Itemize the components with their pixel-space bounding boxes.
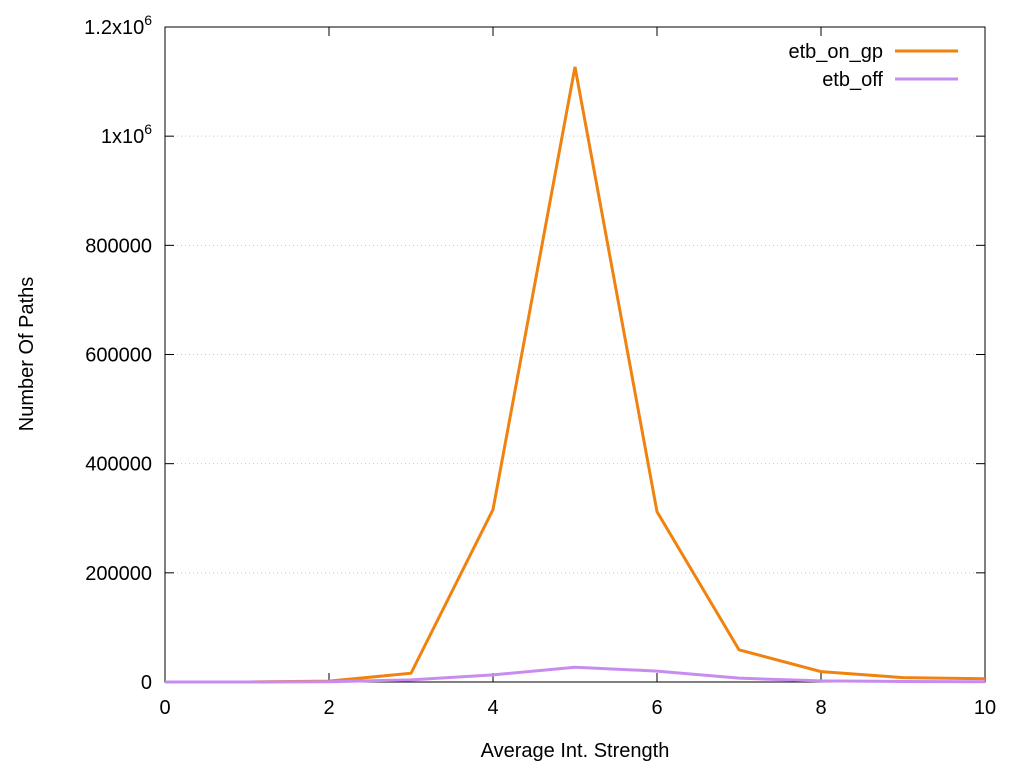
y-tick-label-0: 0 [141, 672, 152, 694]
axis-ticks: 0 200000 400000 600000 800000 1x106 1.2x106 0 2 4… [84, 12, 996, 719]
x-tick-label-3: 6 [651, 697, 662, 719]
legend: etb_on_gp etb_off [788, 41, 958, 91]
x-tick-label-2: 4 [487, 697, 498, 719]
series-line-etb_off [165, 665, 986, 684]
x-tick-label-1: 2 [323, 697, 334, 719]
x-axis-label: Average Int. Strength [481, 740, 670, 762]
y-tick-label-5: 1x106 [101, 121, 152, 148]
y-tick-label-4: 800000 [85, 235, 152, 257]
series-line-etb_on_gp [165, 66, 986, 684]
y-tick-label-3: 600000 [85, 345, 152, 367]
legend-label-etb_on_gp: etb_on_gp [788, 41, 883, 63]
grid-lines [165, 135, 985, 574]
series-lines [165, 66, 986, 684]
y-tick-label-6: 1.2x106 [84, 12, 152, 39]
x-tick-label-4: 8 [815, 697, 826, 719]
x-tick-label-0: 0 [159, 697, 170, 719]
legend-label-etb_off: etb_off [822, 69, 883, 91]
y-tick-label-2: 400000 [85, 454, 152, 476]
x-tick-label-5: 10 [974, 697, 996, 719]
y-axis-label: Number Of Paths [16, 277, 38, 432]
y-tick-label-1: 200000 [85, 563, 152, 585]
